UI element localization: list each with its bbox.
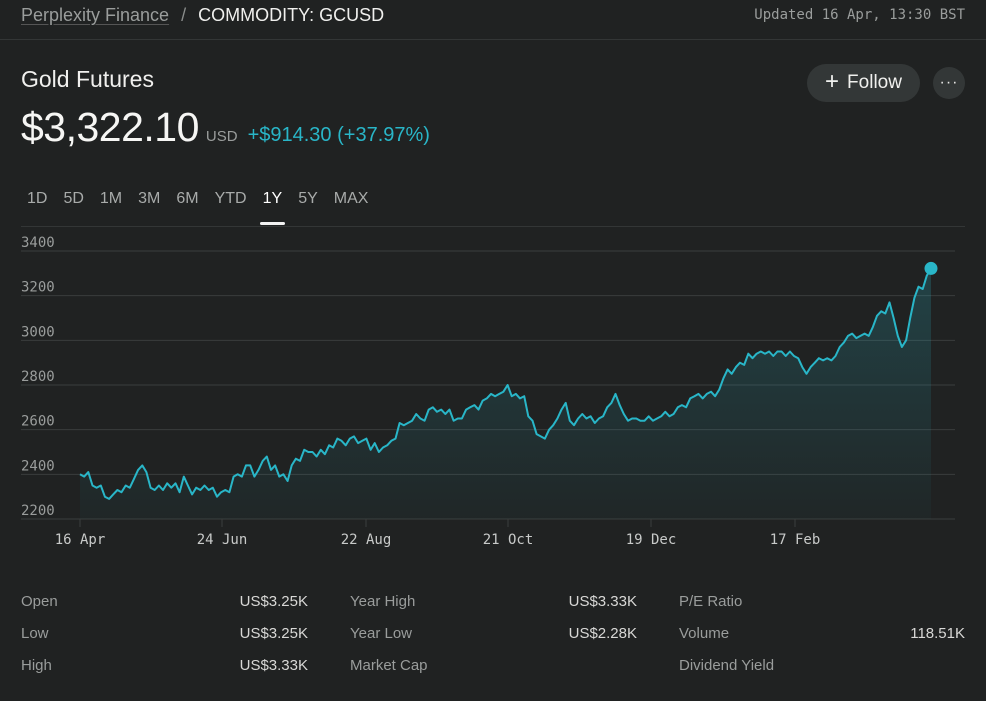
tab-3m[interactable]: 3M — [138, 190, 161, 207]
stat-value: US$3.33K — [239, 657, 308, 674]
stat-row: P/E Ratio — [679, 593, 965, 610]
stat-row: Year Low US$2.28K — [350, 625, 637, 642]
stat-value: US$2.28K — [568, 625, 637, 642]
tab-max[interactable]: MAX — [333, 190, 369, 207]
tab-5d[interactable]: 5D — [63, 190, 84, 207]
y-tick-label: 3400 — [21, 235, 55, 251]
stat-label: Open — [21, 593, 58, 610]
ellipsis-icon: ··· — [939, 74, 959, 91]
stat-label: Year High — [350, 593, 416, 610]
y-tick-label: 3000 — [21, 324, 55, 340]
stat-label: Volume — [679, 625, 730, 642]
tabs-divider — [21, 226, 965, 227]
stat-row: High US$3.33K — [21, 657, 308, 674]
x-tick-label: 22 Aug — [341, 532, 392, 548]
y-tick-label: 2400 — [21, 458, 55, 474]
stat-value: US$3.25K — [239, 625, 308, 642]
stat-label: Year Low — [350, 625, 412, 642]
price-line — [79, 267, 932, 500]
breadcrumb-separator: / — [181, 5, 187, 25]
plus-icon: + — [825, 68, 840, 95]
stat-label: Dividend Yield — [679, 657, 775, 674]
stat-value: 118.51K — [910, 625, 965, 642]
breadcrumb-symbol: COMMODITY: GCUSD — [198, 5, 385, 25]
stat-row: Dividend Yield — [679, 657, 965, 674]
tab-5y[interactable]: 5Y — [298, 190, 318, 207]
x-tick-label: 16 Apr — [55, 532, 106, 548]
more-options-button[interactable]: ··· — [933, 67, 965, 99]
tab-6m[interactable]: 6M — [176, 190, 199, 207]
breadcrumb: Perplexity Finance / COMMODITY: GCUSD — [21, 5, 384, 26]
tab-1y[interactable]: 1Y — [255, 186, 291, 225]
tab-1m[interactable]: 1M — [99, 190, 123, 207]
y-tick-label: 2800 — [21, 369, 55, 385]
y-tick-label: 2600 — [21, 414, 55, 430]
stat-label: High — [21, 657, 52, 674]
y-tick-label: 3200 — [21, 280, 55, 296]
key-stats: Open US$3.25K Low US$3.25K High US$3.33K Year … — [0, 590, 986, 690]
stat-row: Open US$3.25K — [21, 593, 308, 610]
tab-1d[interactable]: 1D — [27, 190, 48, 207]
stat-value: US$3.25K — [239, 593, 308, 610]
breadcrumb-root-link[interactable]: Perplexity Finance — [21, 5, 170, 25]
instrument-name: Gold Futures — [21, 66, 154, 92]
last-price-marker — [924, 261, 938, 275]
updated-timestamp: Updated 16 Apr, 13:30 BST — [754, 7, 965, 23]
follow-button[interactable]: + Follow — [807, 64, 920, 102]
stat-row: Year High US$3.33K — [350, 593, 637, 610]
tab-ytd[interactable]: YTD — [214, 190, 247, 207]
stat-label: Low — [21, 625, 49, 642]
stat-row: Volume 118.51K — [679, 625, 965, 642]
top-bar: Perplexity Finance / COMMODITY: GCUSD Up… — [0, 0, 986, 40]
stat-label: Market Cap — [350, 657, 428, 674]
x-tick-label: 24 Jun — [197, 532, 248, 548]
stat-row: Market Cap — [350, 657, 637, 674]
price-block: $3,322.10 USD +$914.30 (+37.97%) — [21, 104, 430, 151]
x-tick-label: 21 Oct — [483, 532, 534, 548]
x-tick-label: 19 Dec — [626, 532, 677, 548]
price-currency: USD — [205, 128, 238, 145]
price-change: +$914.30 (+37.97%) — [247, 124, 430, 146]
x-tick-label: 17 Feb — [770, 532, 821, 548]
current-price: $3,322.10 — [21, 104, 199, 150]
stat-row: Low US$3.25K — [21, 625, 308, 642]
stat-value: US$3.33K — [568, 593, 637, 610]
stat-label: P/E Ratio — [679, 593, 743, 610]
follow-label: Follow — [847, 72, 902, 93]
price-area — [80, 268, 931, 519]
range-tabs: 1D 5D 1M 3M 6M YTD 1Y 5Y MAX — [19, 186, 376, 225]
y-tick-label: 2200 — [21, 503, 55, 519]
